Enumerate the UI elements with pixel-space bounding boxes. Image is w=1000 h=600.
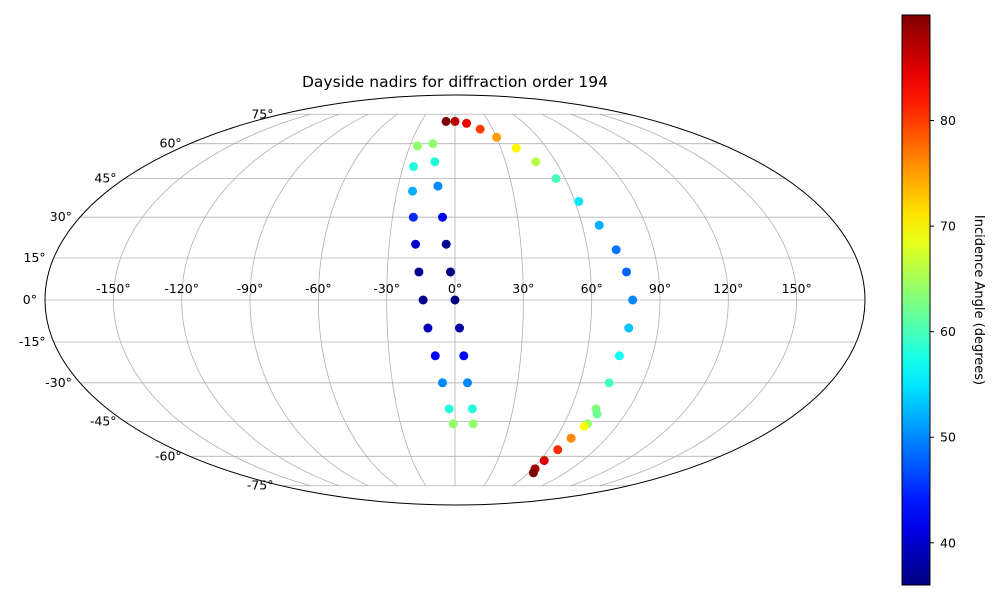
data-point-s0-1: [409, 162, 419, 172]
data-point-s3-4: [539, 456, 549, 466]
meridian-6: [483, 114, 524, 486]
data-point-s3-0: [592, 409, 602, 419]
data-point-s2-1: [450, 116, 460, 126]
lon-tick-label-2: -90°: [237, 281, 264, 296]
meridian-8: [541, 113, 661, 487]
lon-tick-label-3: -60°: [305, 281, 332, 296]
map-frame: [44, 94, 866, 506]
data-point-s1-2: [433, 181, 443, 191]
data-point-s1-9: [463, 378, 472, 388]
lat-tick-label-8: 45°: [94, 171, 116, 186]
lat-tick-label-9: 60°: [160, 136, 182, 151]
longitude-tick-labels: -150° -120° -90° -60° -30° 0° 30° 60° 90° 120° 150…: [96, 281, 812, 296]
data-point-s1-3: [438, 212, 447, 222]
data-point-s2-3: [475, 124, 485, 134]
data-point-s0-5: [414, 267, 424, 277]
lon-tick-label-9: 120°: [713, 281, 743, 296]
meridian-7: [512, 113, 593, 487]
data-point-s0-8: [430, 351, 440, 361]
data-point-s2-12: [628, 295, 638, 305]
data-point-s2-2: [462, 118, 472, 128]
lon-tick-label-1: -120°: [164, 281, 199, 296]
data-point-s1-1: [430, 157, 440, 167]
data-point-s2-0: [441, 116, 451, 126]
chart-title: Dayside nadirs for diffraction order 194: [302, 73, 608, 91]
lon-tick-label-6: 30°: [512, 281, 534, 296]
data-point-s2-14: [614, 351, 624, 361]
data-point-s1-5: [445, 267, 455, 277]
data-point-s2-10: [611, 245, 621, 255]
lat-tick-label-7: 30°: [50, 209, 72, 224]
data-point-s2-11: [621, 267, 631, 277]
meridian-2: [249, 113, 369, 487]
data-point-s2-9: [594, 220, 604, 230]
scatter-points: [408, 116, 638, 478]
colorbar-ticks: 40 50 60 70 80: [930, 113, 956, 550]
data-point-s2-8: [574, 196, 584, 206]
data-point-s0-7: [423, 323, 433, 333]
data-point-s0-10: [444, 404, 454, 414]
data-point-s3-2: [566, 433, 576, 443]
lon-tick-label-0: -150°: [96, 281, 131, 296]
data-point-s2-13: [624, 323, 634, 333]
data-point-s1-6: [450, 295, 460, 305]
meridian-10: [599, 113, 798, 487]
data-point-s0-3: [408, 212, 418, 222]
data-point-s2-15: [604, 378, 614, 388]
lat-tick-label-5: 0°: [23, 292, 37, 307]
data-point-s1-0: [428, 139, 438, 149]
data-point-s3-1: [579, 421, 589, 431]
data-point-s2-6: [531, 157, 541, 167]
lat-tick-label-0: -75°: [247, 478, 274, 493]
data-point-s3-6: [528, 468, 538, 478]
colorbar: [901, 14, 931, 586]
data-point-s0-0: [412, 141, 422, 151]
colorbar-label: Incidence Angle (degrees): [971, 215, 986, 385]
lon-tick-label-4: -30°: [373, 281, 400, 296]
lat-tick-label-1: -60°: [155, 448, 182, 463]
data-point-s2-5: [511, 143, 521, 153]
data-point-s3-3: [553, 445, 563, 455]
data-point-s2-7: [551, 174, 561, 184]
data-point-s1-7: [455, 323, 465, 333]
colorbar-tick-label-3: 70: [940, 219, 956, 234]
data-point-s0-9: [438, 378, 447, 388]
colorbar-tick-label-4: 80: [940, 113, 956, 128]
meridian-0: [112, 113, 311, 487]
data-point-s0-6: [418, 295, 428, 305]
data-point-s1-11: [468, 419, 478, 429]
lon-tick-label-8: 90°: [649, 281, 671, 296]
data-point-s0-11: [448, 419, 458, 429]
lat-tick-label-10: 75°: [251, 106, 273, 121]
data-point-s1-10: [467, 404, 477, 414]
colorbar-tick-label-2: 60: [940, 324, 956, 339]
meridian-4: [386, 114, 427, 486]
data-point-s1-8: [459, 351, 469, 361]
colorbar-tick-label-0: 40: [940, 535, 956, 550]
meridian-9: [570, 113, 729, 487]
data-point-s1-4: [441, 239, 451, 249]
meridian-3: [317, 113, 398, 487]
lon-tick-label-10: 150°: [782, 281, 812, 296]
lat-tick-label-6: 15°: [24, 250, 46, 265]
meridian-1: [181, 113, 340, 487]
lat-tick-label-4: -15°: [19, 334, 46, 349]
lon-tick-label-5: 0°: [448, 281, 462, 296]
lat-tick-label-3: -30°: [45, 375, 72, 390]
latitude-tick-labels: -75° -60° -45° -30° -15° 0° 15° 30° 45° 60° 75°: [19, 106, 273, 492]
lon-tick-label-7: 60°: [581, 281, 603, 296]
data-point-s0-4: [411, 239, 421, 249]
data-point-s2-4: [492, 132, 502, 142]
lat-tick-label-2: -45°: [90, 413, 117, 428]
colorbar-tick-label-1: 50: [940, 430, 956, 445]
data-point-s0-2: [408, 186, 418, 196]
